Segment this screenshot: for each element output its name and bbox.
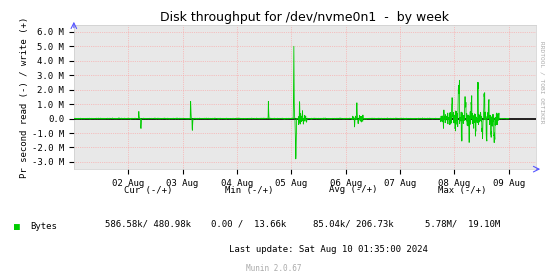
Text: 0.00 /  13.66k: 0.00 / 13.66k: [211, 220, 287, 229]
Text: Munin 2.0.67: Munin 2.0.67: [246, 264, 301, 273]
Text: ■: ■: [14, 222, 20, 232]
Text: Max (-/+): Max (-/+): [438, 186, 486, 194]
Text: 85.04k/ 206.73k: 85.04k/ 206.73k: [312, 220, 393, 229]
Text: Avg (-/+): Avg (-/+): [329, 186, 377, 194]
Text: Cur (-/+): Cur (-/+): [124, 186, 172, 194]
Text: Min (-/+): Min (-/+): [225, 186, 273, 194]
Y-axis label: Pr second read (-) / write (+): Pr second read (-) / write (+): [20, 16, 29, 178]
Text: Last update: Sat Aug 10 01:35:00 2024: Last update: Sat Aug 10 01:35:00 2024: [229, 245, 428, 254]
Text: Bytes: Bytes: [30, 222, 57, 231]
Title: Disk throughput for /dev/nvme0n1  -  by week: Disk throughput for /dev/nvme0n1 - by we…: [160, 10, 450, 24]
Text: 586.58k/ 480.98k: 586.58k/ 480.98k: [104, 220, 191, 229]
Text: 5.78M/  19.10M: 5.78M/ 19.10M: [424, 220, 500, 229]
Text: RRDTOOL / TOBI OETIKER: RRDTOOL / TOBI OETIKER: [539, 41, 544, 124]
